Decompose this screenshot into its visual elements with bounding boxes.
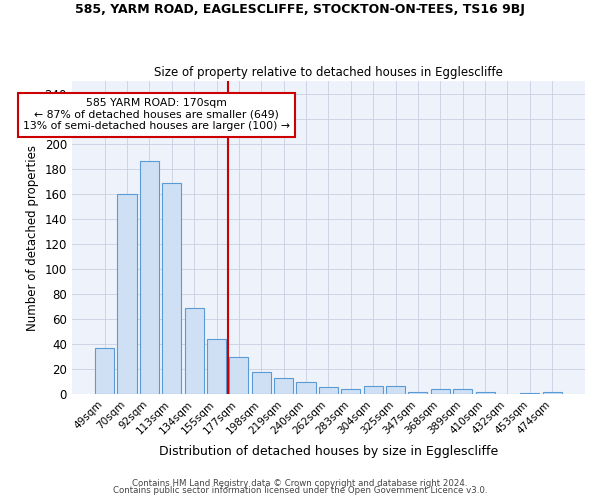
Y-axis label: Number of detached properties: Number of detached properties [26, 145, 39, 331]
Bar [409, 392, 427, 394]
Bar [520, 393, 539, 394]
Bar [476, 392, 494, 394]
Text: Contains public sector information licensed under the Open Government Licence v3: Contains public sector information licen… [113, 486, 487, 495]
Bar [341, 390, 360, 394]
Text: 585 YARM ROAD: 170sqm
← 87% of detached houses are smaller (649)
13% of semi-det: 585 YARM ROAD: 170sqm ← 87% of detached … [23, 98, 290, 132]
Bar [364, 386, 383, 394]
Bar [386, 386, 405, 394]
Bar [140, 162, 159, 394]
Bar [252, 372, 271, 394]
Title: Size of property relative to detached houses in Egglescliffe: Size of property relative to detached ho… [154, 66, 503, 78]
Bar [207, 340, 226, 394]
Text: Contains HM Land Registry data © Crown copyright and database right 2024.: Contains HM Land Registry data © Crown c… [132, 478, 468, 488]
Bar [162, 182, 181, 394]
Bar [274, 378, 293, 394]
Bar [542, 392, 562, 394]
Text: 585, YARM ROAD, EAGLESCLIFFE, STOCKTON-ON-TEES, TS16 9BJ: 585, YARM ROAD, EAGLESCLIFFE, STOCKTON-O… [75, 2, 525, 16]
Bar [296, 382, 316, 394]
Bar [229, 357, 248, 395]
Bar [185, 308, 203, 394]
X-axis label: Distribution of detached houses by size in Egglescliffe: Distribution of detached houses by size … [159, 444, 498, 458]
Bar [319, 387, 338, 394]
Bar [118, 194, 137, 394]
Bar [431, 390, 450, 394]
Bar [453, 390, 472, 394]
Bar [95, 348, 114, 395]
